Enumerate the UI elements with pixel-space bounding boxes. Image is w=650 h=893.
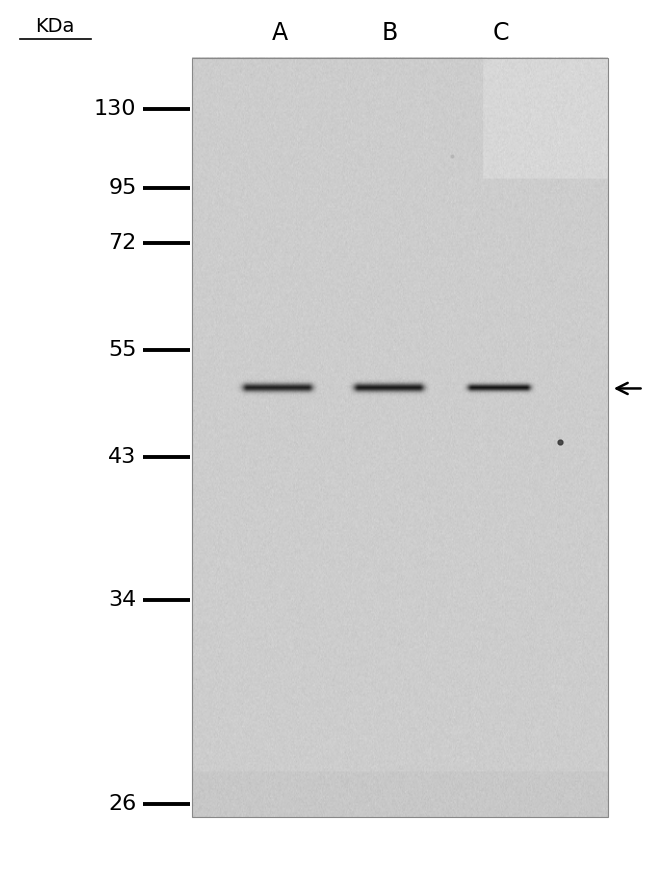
Text: 43: 43: [109, 447, 136, 467]
Text: KDa: KDa: [36, 17, 75, 36]
Text: 130: 130: [94, 99, 136, 119]
Text: 34: 34: [109, 590, 136, 610]
Text: 26: 26: [109, 794, 136, 814]
Text: 55: 55: [108, 340, 136, 360]
Text: 95: 95: [108, 178, 136, 197]
Text: B: B: [382, 21, 398, 45]
Text: 72: 72: [109, 233, 136, 253]
Text: C: C: [492, 21, 509, 45]
Text: A: A: [272, 21, 287, 45]
Bar: [192, 58, 608, 817]
